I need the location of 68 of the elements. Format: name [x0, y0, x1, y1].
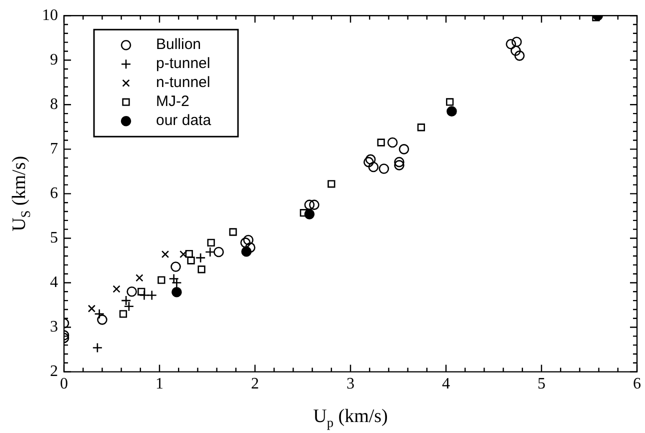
point [207, 238, 215, 247]
point [185, 250, 193, 258]
point [309, 200, 320, 210]
legend-label: Bullion [156, 36, 202, 54]
point [136, 274, 144, 282]
point [187, 256, 195, 264]
point [92, 342, 103, 353]
point [514, 50, 525, 61]
point [506, 38, 516, 50]
x-tick-label: 1 [156, 376, 164, 393]
y-axis-title: US (km/s) [8, 156, 34, 232]
x-tick-label: 3 [346, 376, 354, 393]
point [88, 304, 96, 312]
y-tick-label: 7 [50, 140, 58, 158]
point [394, 156, 404, 168]
point [592, 16, 600, 22]
point [378, 164, 390, 174]
point [363, 156, 374, 168]
point [446, 106, 457, 116]
point [394, 160, 404, 170]
point [172, 286, 182, 298]
point [138, 288, 146, 296]
point [387, 137, 398, 148]
y-tick-label: 4 [50, 274, 58, 291]
x-tick-label: 2 [251, 376, 259, 393]
point [180, 250, 188, 258]
y-tick-label: 2 [50, 363, 58, 380]
x-tick-label: 6 [633, 376, 641, 393]
y-tick-label: 3 [50, 318, 58, 336]
point [204, 246, 216, 258]
legend-label: p-tunnel [156, 55, 210, 72]
point [112, 285, 120, 293]
point [368, 162, 379, 172]
y-tick-label: 6 [50, 184, 58, 202]
point [229, 228, 237, 236]
point [243, 234, 254, 246]
point [161, 250, 170, 258]
point [512, 36, 522, 48]
y-tick-label: 10 [42, 6, 58, 24]
point [126, 286, 137, 297]
point [119, 310, 128, 318]
point [170, 262, 181, 272]
legend-label: our data [156, 112, 212, 130]
point [417, 124, 425, 132]
y-tick-label: 5 [50, 229, 58, 246]
point [240, 238, 251, 248]
x-tick-label: 4 [442, 376, 450, 393]
point [300, 209, 308, 217]
point [214, 246, 224, 258]
legend-label: MJ-2 [156, 93, 190, 110]
point [510, 46, 521, 56]
point [245, 242, 256, 253]
point [198, 266, 206, 274]
point [446, 98, 454, 106]
point [158, 276, 166, 284]
point [97, 314, 108, 325]
point [195, 252, 206, 263]
point [377, 138, 385, 146]
x-tick-label: 0 [60, 376, 68, 393]
y-tick-label: 9 [50, 51, 58, 68]
point [94, 308, 104, 320]
point [328, 180, 336, 188]
y-tick-label: 8 [50, 96, 58, 113]
point [398, 144, 410, 154]
legend-label: n-tunnel [156, 74, 210, 92]
point [304, 200, 315, 210]
x-tick-label: 5 [538, 376, 546, 393]
point [365, 154, 376, 165]
